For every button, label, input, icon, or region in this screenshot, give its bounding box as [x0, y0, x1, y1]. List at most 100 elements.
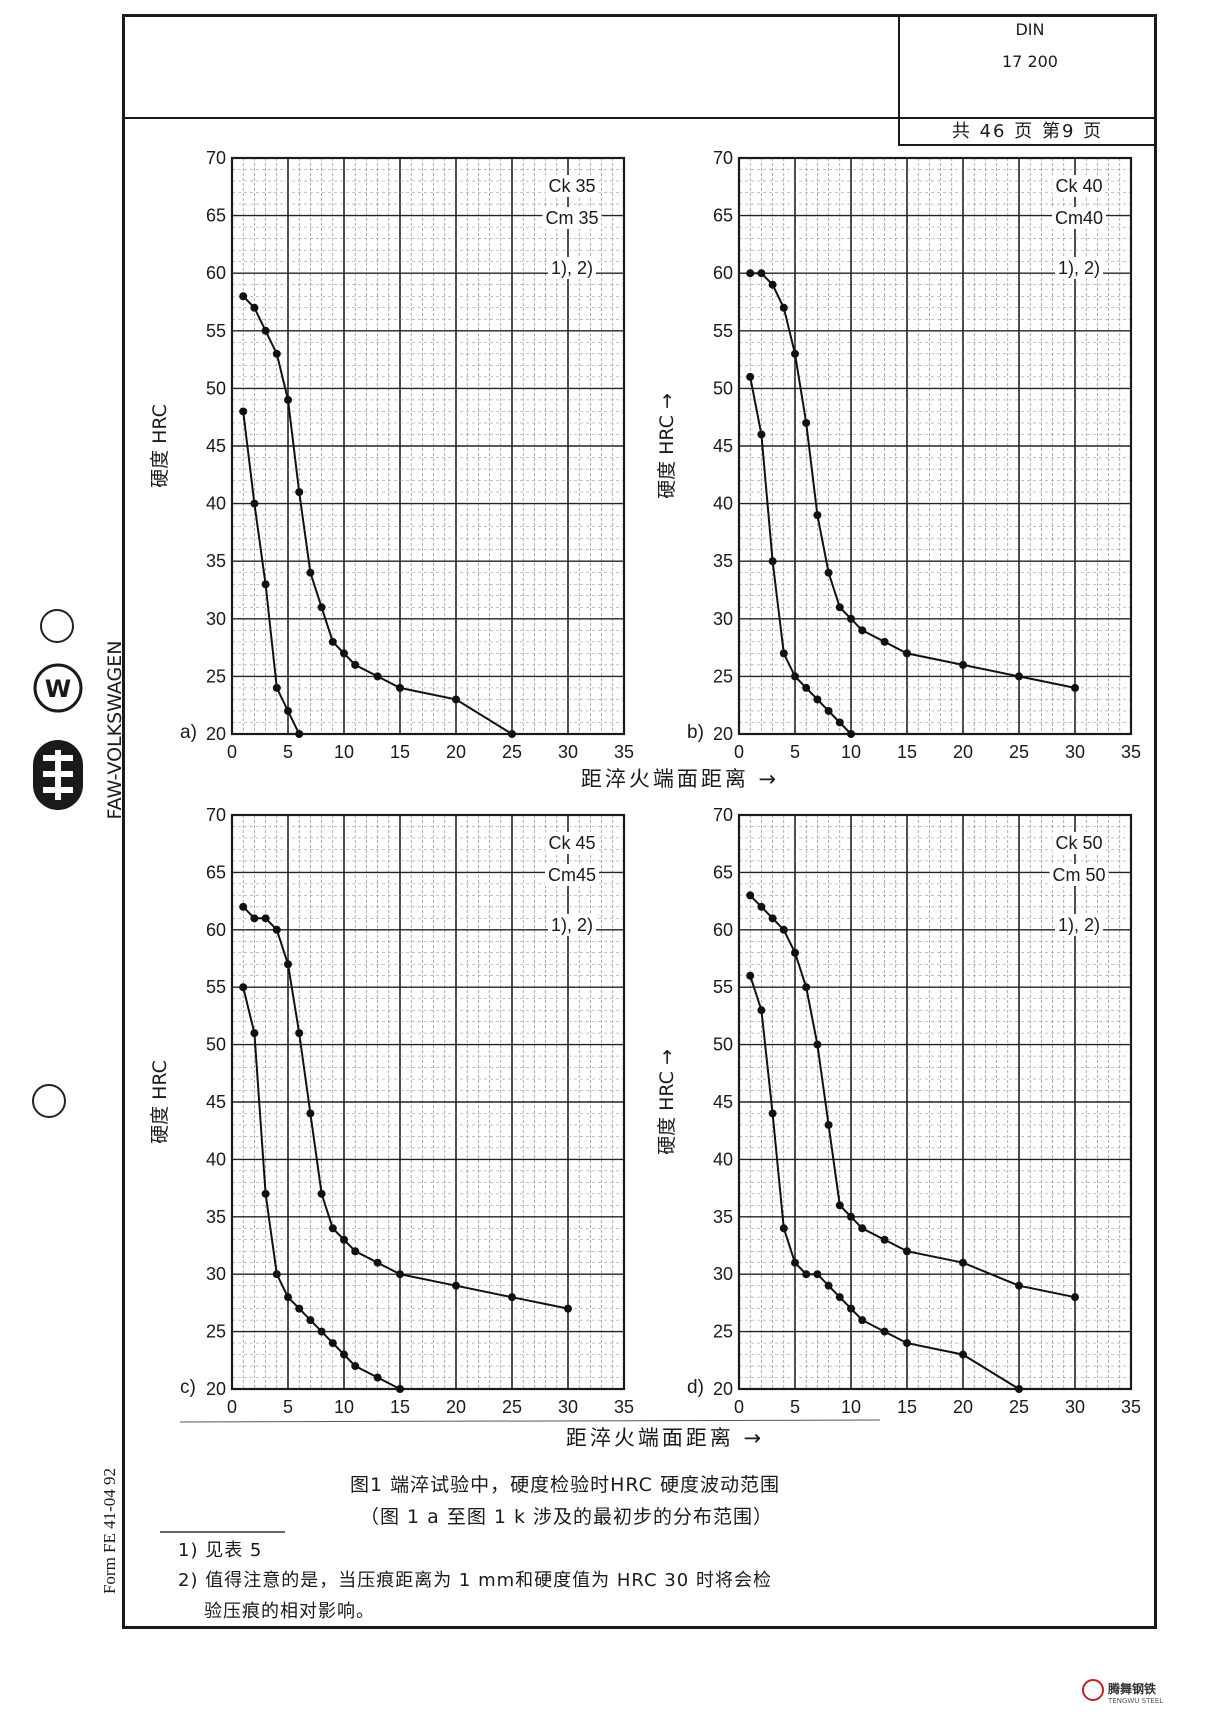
data-point	[261, 1189, 270, 1198]
panel-label: d)	[687, 1377, 704, 1398]
data-point	[802, 683, 811, 692]
hardness-curve	[749, 894, 1076, 1299]
y-tick-label: 20	[713, 724, 733, 744]
svg-text:W: W	[45, 675, 71, 703]
y-tick-label: 25	[206, 666, 226, 686]
plot-border	[230, 813, 626, 1391]
data-point	[373, 1373, 382, 1382]
y-tick-label: 65	[206, 862, 226, 882]
data-point	[768, 1109, 777, 1118]
watermark-brand: 腾舞钢铁	[1108, 1682, 1157, 1696]
data-point	[261, 914, 270, 923]
y-tick-label: 30	[206, 1264, 226, 1284]
y-tick-label: 70	[206, 148, 226, 168]
y-tick-label: 45	[206, 1092, 226, 1112]
plot-border	[737, 813, 1133, 1391]
data-point	[295, 730, 304, 738]
watermark-icon	[1082, 1679, 1104, 1701]
label-backing	[1051, 207, 1107, 229]
steel-grade-label: Cm 50	[1052, 865, 1105, 885]
din-number: 17 200	[1002, 52, 1058, 71]
hardness-curve	[242, 906, 569, 1310]
x-tick-label: 0	[227, 1397, 237, 1417]
data-point	[340, 649, 348, 658]
hardness-curve	[242, 411, 301, 735]
data-point	[824, 1120, 833, 1129]
x-tick-label: 25	[1009, 1397, 1029, 1417]
y-tick-label: 60	[206, 263, 226, 283]
data-point	[328, 1224, 337, 1233]
data-point	[746, 891, 755, 900]
x-tick-label: 35	[1121, 742, 1141, 762]
x-axis-title: 距淬火端面距离 →	[566, 1426, 764, 1450]
x-tick-label: 10	[334, 742, 354, 762]
y-tick-label: 40	[206, 494, 226, 514]
page-count: 共 46 页 第9 页	[951, 121, 1104, 142]
x-tick-label: 30	[1065, 1397, 1085, 1417]
label-backing	[545, 832, 599, 854]
y-tick-label: 50	[713, 378, 733, 398]
x-tick-label: 0	[227, 742, 237, 762]
x-tick-label: 35	[614, 742, 634, 762]
label-backing	[547, 257, 597, 279]
steel-grade-label: Cm40	[1055, 208, 1103, 228]
data-point	[746, 372, 755, 381]
x-tick-label: 0	[734, 1397, 744, 1417]
din-title-box	[898, 14, 1157, 146]
data-point	[847, 730, 855, 738]
data-point	[858, 1224, 867, 1233]
data-point	[564, 1304, 572, 1313]
data-point	[1015, 1281, 1023, 1290]
data-point	[791, 948, 799, 957]
y-tick-label: 30	[206, 609, 226, 629]
y-tick-label: 30	[713, 609, 733, 629]
label-backing	[1052, 175, 1106, 197]
x-tick-label: 15	[390, 742, 410, 762]
plot-border	[737, 156, 1133, 736]
x-tick-label: 35	[1121, 1397, 1141, 1417]
data-point	[284, 395, 292, 404]
y-tick-label: 35	[206, 551, 226, 571]
y-tick-label: 40	[713, 494, 733, 514]
data-point	[317, 1327, 326, 1336]
data-point	[250, 303, 259, 312]
data-point	[351, 660, 360, 669]
hardness-curve	[749, 376, 852, 735]
data-point	[284, 1293, 292, 1302]
data-point	[272, 683, 281, 692]
data-point	[768, 914, 777, 923]
data-point	[813, 511, 822, 520]
data-point	[813, 1270, 822, 1279]
panel-label: b)	[687, 722, 704, 743]
data-point	[250, 499, 259, 508]
y-tick-label: 30	[713, 1264, 733, 1284]
binder-hole-bottom	[32, 1084, 66, 1118]
data-point	[757, 269, 766, 278]
y-tick-label: 70	[206, 805, 226, 825]
data-point	[239, 902, 248, 911]
panel-label: a)	[180, 722, 197, 743]
label-backing	[544, 864, 600, 886]
vw-logo-icon	[33, 663, 83, 713]
data-point	[396, 683, 404, 692]
data-point	[903, 649, 911, 658]
data-point	[306, 1109, 315, 1118]
data-point	[880, 1235, 889, 1244]
data-point	[791, 349, 799, 358]
figure-caption: 图1 端淬试验中，硬度检验时HRC 硬度波动范围	[350, 1474, 780, 1496]
data-point	[452, 695, 460, 704]
data-point	[746, 971, 755, 980]
data-point	[824, 1281, 833, 1290]
y-tick-label: 45	[713, 1092, 733, 1112]
data-point	[239, 292, 248, 301]
x-tick-label: 5	[283, 1397, 293, 1417]
data-point	[1015, 672, 1023, 681]
data-point	[791, 672, 799, 681]
data-point	[757, 902, 766, 911]
label-backing	[545, 175, 599, 197]
y-tick-label: 70	[713, 148, 733, 168]
y-tick-label: 50	[206, 378, 226, 398]
data-point	[835, 1293, 844, 1302]
data-point	[284, 960, 292, 969]
data-point	[757, 1006, 766, 1015]
